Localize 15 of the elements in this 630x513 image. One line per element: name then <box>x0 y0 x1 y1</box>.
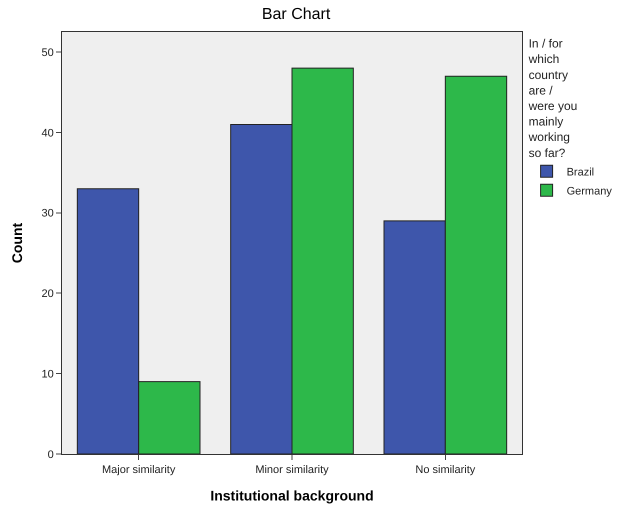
x-tick-label: Major similarity <box>102 464 176 476</box>
y-tick-label: 20 <box>42 288 54 300</box>
y-tick-label: 10 <box>42 368 54 380</box>
y-tick-label: 0 <box>48 448 54 461</box>
y-tick-label: 50 <box>42 46 54 59</box>
y-tick-label: 30 <box>42 208 54 220</box>
x-tick-label: No similarity <box>415 464 476 476</box>
x-axis-title: Institutional background <box>210 488 374 504</box>
y-tick-label: 40 <box>42 127 54 140</box>
y-axis-title: Count <box>9 222 26 264</box>
x-tick-label: Minor similarity <box>255 464 330 476</box>
chart-title: Bar Chart <box>262 6 331 23</box>
legend-title: In / for which country are / were you mainly working so far? <box>528 36 578 160</box>
legend-label: Germany <box>566 186 612 198</box>
legend-label: Brazil <box>566 166 594 179</box>
